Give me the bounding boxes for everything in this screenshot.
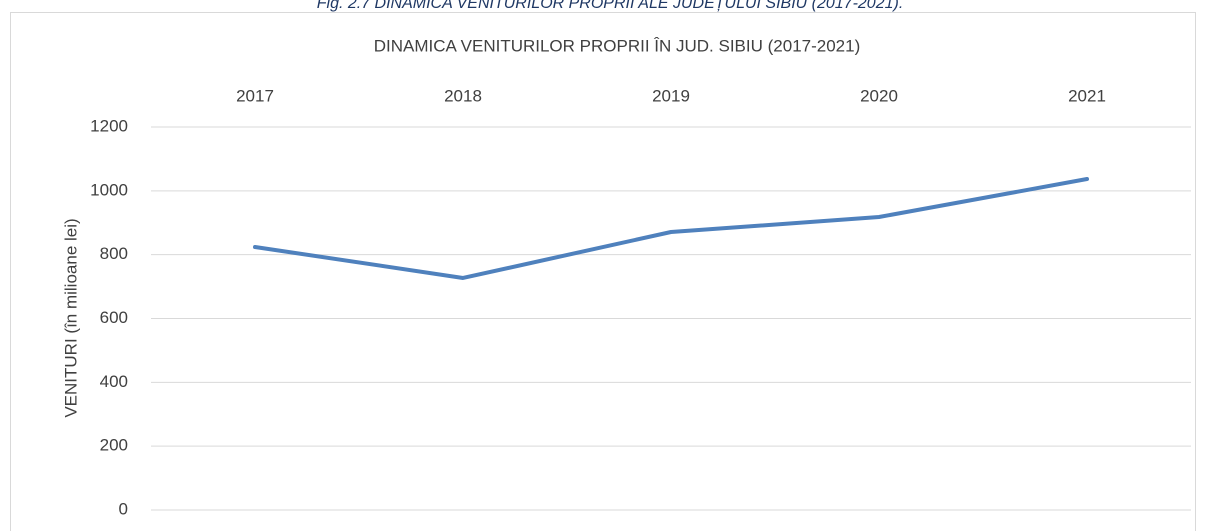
figure-caption: Fig. 2.7 DINAMICA VENITURILOR PROPRII AL… [317,0,904,12]
y-tick-label: 800 [100,244,128,263]
y-tick-label: 1200 [90,116,128,135]
y-axis-label: VENITURI (în milioane lei) [61,218,80,417]
x-tick-label: 2020 [860,86,898,105]
line-series [253,177,1089,280]
chart-title: DINAMICA VENITURILOR PROPRII ÎN JUD. SIB… [374,36,861,55]
x-tick-label: 2019 [652,86,690,105]
chart-border [10,12,1196,531]
y-tick-label: 200 [100,436,128,455]
y-tick-label: 600 [100,308,128,327]
x-tick-label: 2018 [444,86,482,105]
y-tick-label: 400 [100,372,128,391]
y-tick-label: 1000 [90,180,128,199]
x-tick-label: 2017 [236,86,274,105]
y-tick-label: 0 [119,499,128,518]
x-tick-label: 2021 [1068,86,1106,105]
